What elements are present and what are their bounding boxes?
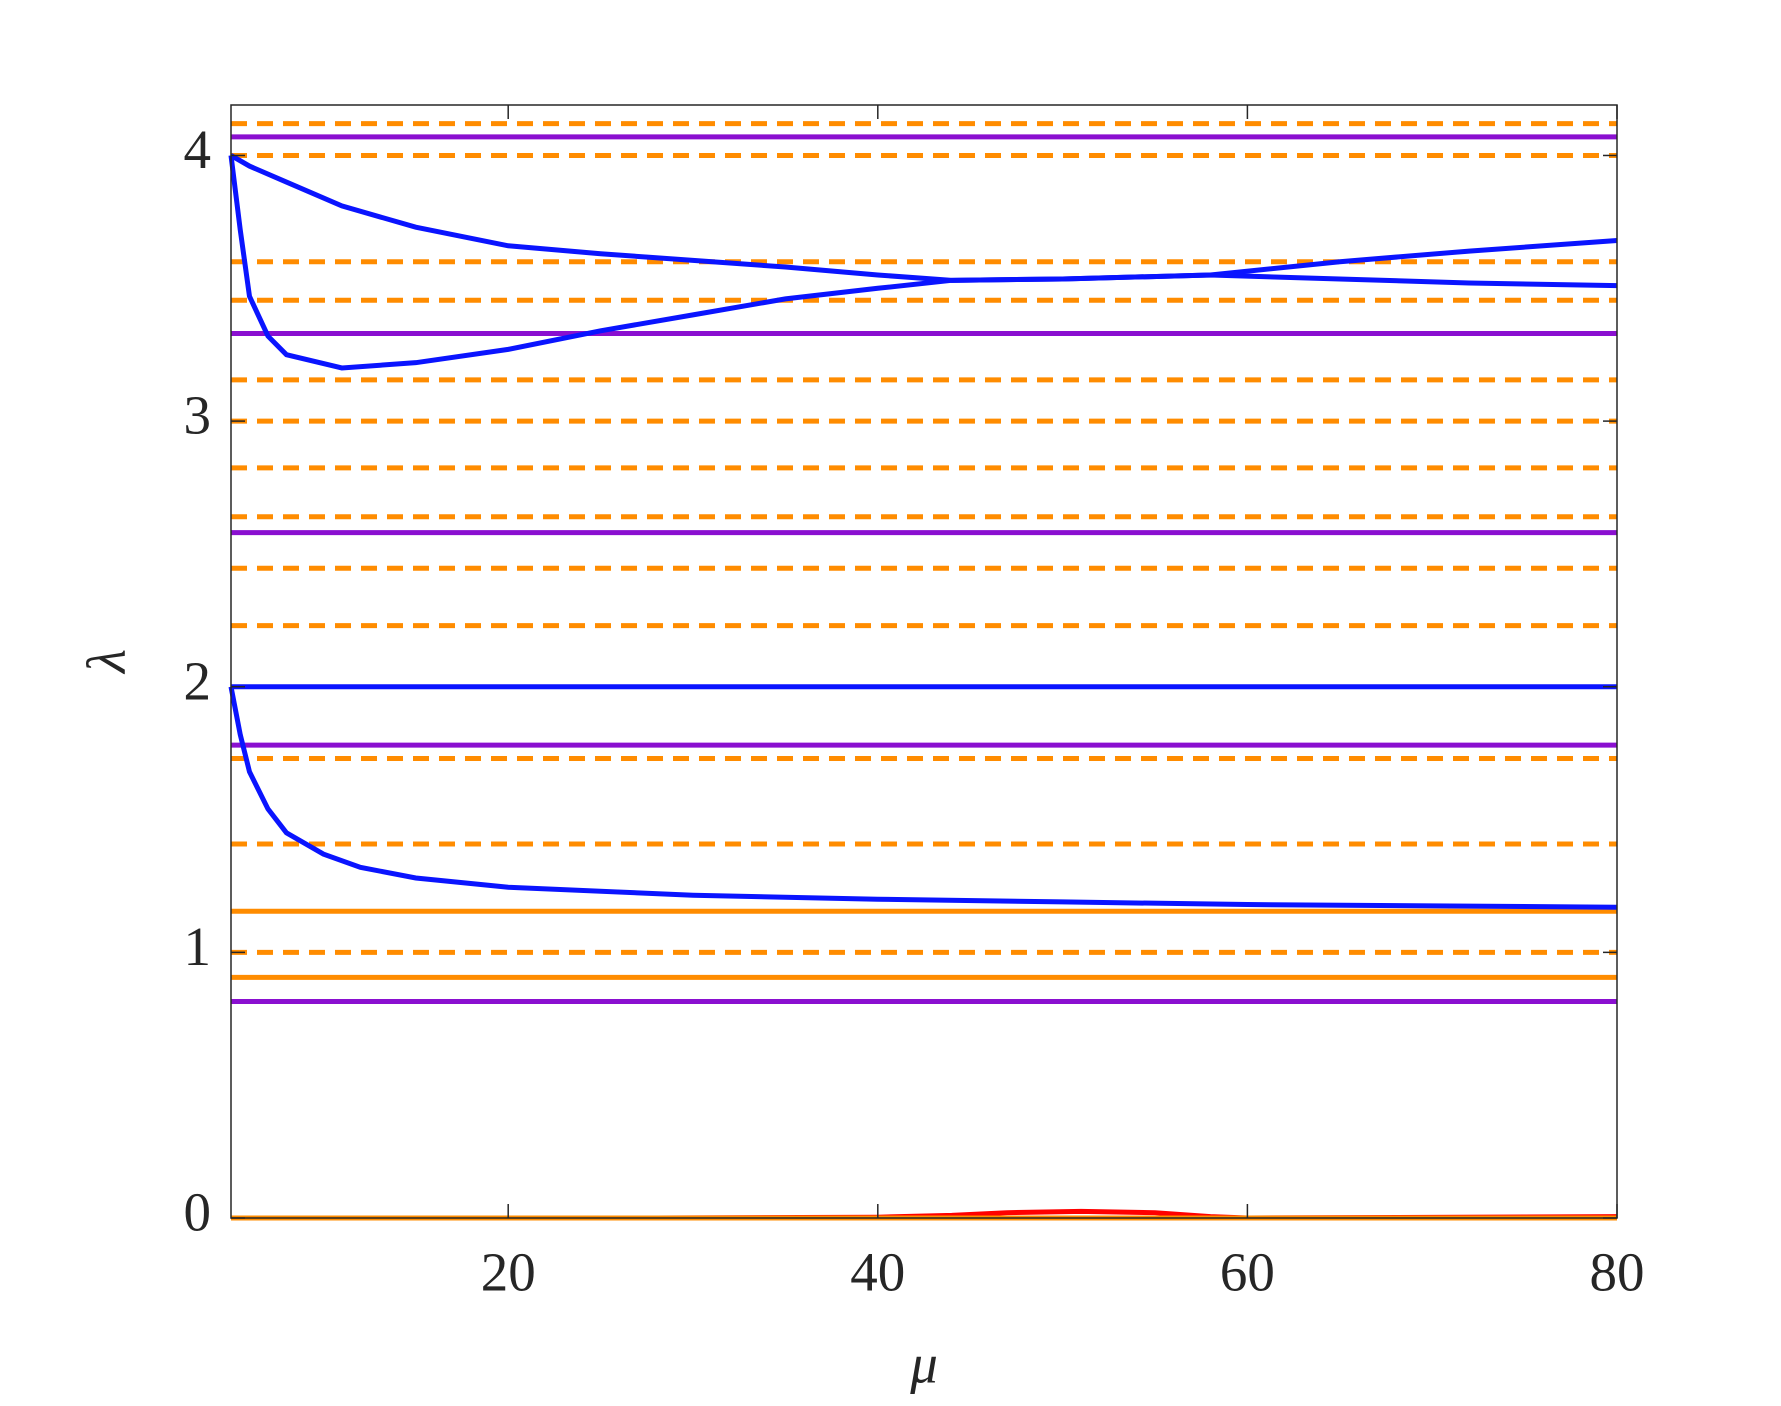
y-tick-label: 3 [184,385,212,446]
x-tick-label: 80 [1590,1242,1645,1303]
plot-frame [230,104,1618,1219]
x-tick-label: 60 [1220,1242,1275,1303]
y-tick-label: 4 [184,119,212,180]
x-tick-label: 40 [850,1242,905,1303]
series-line [229,153,1618,283]
y-tick-label: 2 [184,650,212,711]
y-tick-label: 1 [184,916,212,977]
x-axis-label: μ [909,1334,938,1395]
x-tick-label: 20 [481,1242,536,1303]
y-axis-label: λ [76,649,137,675]
y-tick-label: 0 [184,1182,212,1243]
series-line [228,686,1618,910]
series-line [228,155,1618,371]
